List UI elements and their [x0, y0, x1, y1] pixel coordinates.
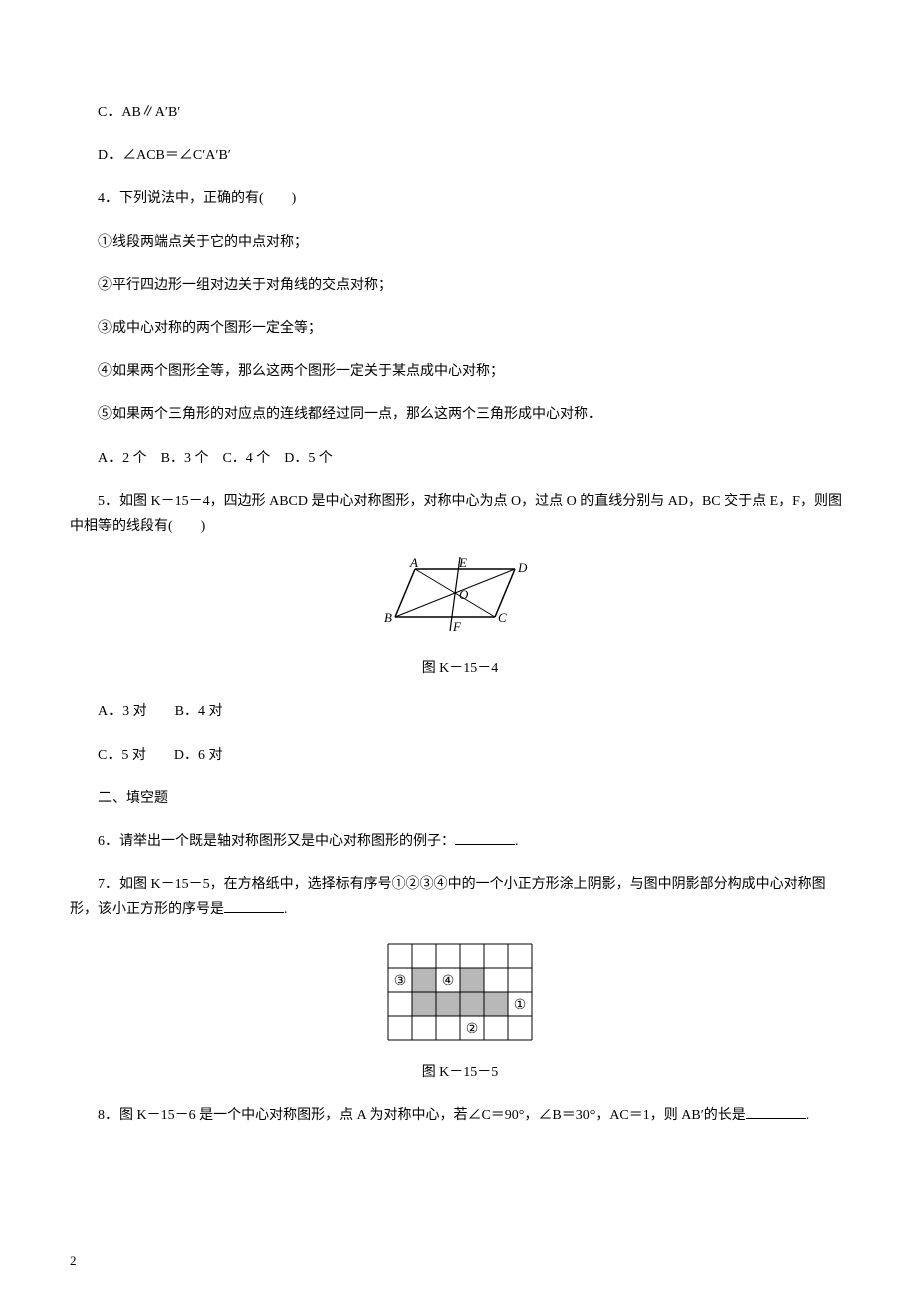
- q8-text-after: .: [806, 1108, 810, 1123]
- q7-stem: 7．如图 K－15－5，在方格纸中，选择标有序号①②③④中的一个小正方形涂上阴影…: [70, 872, 850, 922]
- q8-blank: [746, 1104, 806, 1119]
- q4-statement-5: ⑤如果两个三角形的对应点的连线都经过同一点，那么这两个三角形成中心对称．: [70, 402, 850, 427]
- q7-text-before: 7．如图 K－15－5，在方格纸中，选择标有序号①②③④中的一个小正方形涂上阴影…: [70, 877, 826, 917]
- q3-option-d: D．∠ACB＝∠C′A′B′: [70, 143, 850, 168]
- svg-text:C: C: [498, 610, 507, 625]
- svg-text:A: A: [409, 557, 418, 570]
- q6-text-after: .: [515, 834, 519, 849]
- q7-figure: ③ ④ ① ②: [70, 941, 850, 1050]
- svg-text:D: D: [517, 560, 528, 575]
- svg-text:①: ①: [514, 998, 527, 1013]
- q5-figure: A E D B F C O: [70, 557, 850, 646]
- svg-text:E: E: [458, 557, 467, 570]
- q6-blank: [455, 830, 515, 845]
- q3-option-c: C．AB∥A′B′: [70, 100, 850, 125]
- q5-stem: 5．如图 K－15－4，四边形 ABCD 是中心对称图形，对称中心为点 O，过点…: [70, 489, 850, 539]
- q4-statement-2: ②平行四边形一组对边关于对角线的交点对称；: [70, 273, 850, 298]
- svg-text:O: O: [459, 587, 469, 602]
- q4-stem: 4．下列说法中，正确的有( ): [70, 186, 850, 211]
- q5-options-ab: A．3 对 B．4 对: [70, 699, 850, 724]
- q5-caption: 图 K－15－4: [70, 656, 850, 681]
- q4-options: A．2 个 B．3 个 C．4 个 D．5 个: [70, 446, 850, 471]
- svg-text:④: ④: [442, 974, 455, 989]
- q7-caption: 图 K－15－5: [70, 1060, 850, 1085]
- svg-text:F: F: [452, 619, 462, 634]
- section-2-title: 二、填空题: [70, 786, 850, 811]
- svg-text:③: ③: [394, 974, 407, 989]
- q4-statement-3: ③成中心对称的两个图形一定全等；: [70, 316, 850, 341]
- page-number: 2: [70, 1249, 77, 1272]
- svg-text:②: ②: [466, 1022, 479, 1037]
- q8-text-before: 8．图 K－15－6 是一个中心对称图形，点 A 为对称中心，若∠C＝90°，∠…: [98, 1108, 746, 1123]
- q6-stem: 6．请举出一个既是轴对称图形又是中心对称图形的例子：.: [70, 829, 850, 854]
- q4-statement-4: ④如果两个图形全等，那么这两个图形一定关于某点成中心对称；: [70, 359, 850, 384]
- q5-options-cd: C．5 对 D．6 对: [70, 743, 850, 768]
- q4-statement-1: ①线段两端点关于它的中点对称；: [70, 230, 850, 255]
- q6-text-before: 6．请举出一个既是轴对称图形又是中心对称图形的例子：: [98, 834, 455, 849]
- q7-text-after: .: [284, 902, 288, 917]
- q7-blank: [224, 898, 284, 913]
- q8-stem: 8．图 K－15－6 是一个中心对称图形，点 A 为对称中心，若∠C＝90°，∠…: [70, 1103, 850, 1128]
- svg-text:B: B: [384, 610, 392, 625]
